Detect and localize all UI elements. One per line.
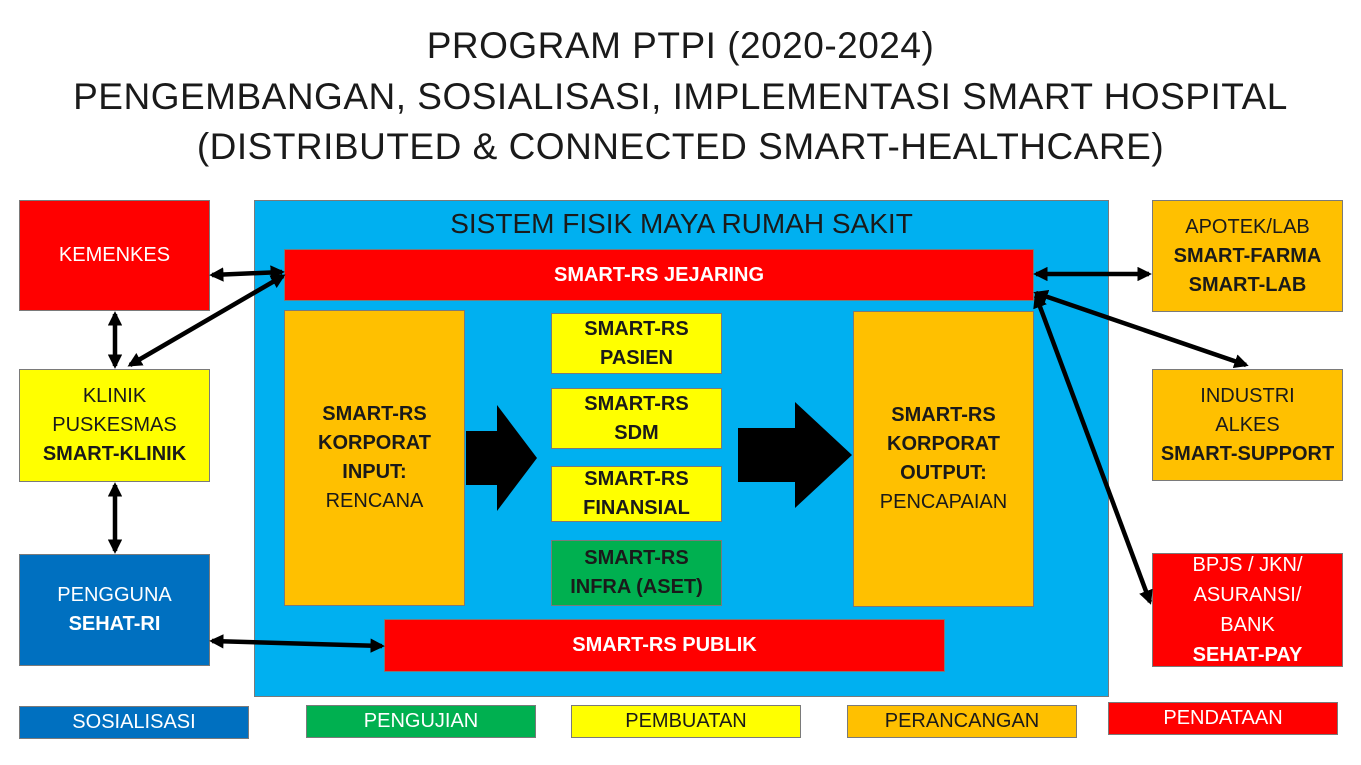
korporat-output-l1: SMART-RS xyxy=(891,404,996,426)
title-line-3: (DISTRIBUTED & CONNECTED SMART-HEALTHCAR… xyxy=(196,126,1165,167)
module-infra: SMART-RS INFRA (ASET) xyxy=(551,540,722,606)
korporat-output-l2: KORPORAT xyxy=(887,433,1000,455)
legend-pengujian: PENGUJIAN xyxy=(306,705,536,738)
klinik-l3: SMART-KLINIK xyxy=(42,443,187,465)
module-sdm-l1: SMART-RS xyxy=(584,392,689,415)
module-pasien: SMART-RS PASIEN xyxy=(551,313,722,374)
korporat-output-l4: PENCAPAIAN xyxy=(879,491,1008,513)
smart-rs-publik-label: SMART-RS PUBLIK xyxy=(572,634,757,656)
korporat-input-l1: SMART-RS xyxy=(322,403,427,425)
title-line-2: PENGEMBANGAN, SOSIALISASI, IMPLEMENTASI … xyxy=(73,76,1288,117)
klinik-l2: PUSKESMAS xyxy=(52,414,177,436)
arrow-jejaring-bpjs xyxy=(1033,293,1153,605)
pengguna-box: PENGGUNA SEHAT-RI xyxy=(19,554,210,666)
korporat-input-l2: KORPORAT xyxy=(318,432,431,454)
module-infra-l2: INFRA (ASET) xyxy=(570,576,703,598)
smart-rs-jejaring-label: SMART-RS JEJARING xyxy=(553,263,765,286)
industri-l1: INDUSTRI xyxy=(1200,384,1295,407)
legend-sosialisasi: SOSIALISASI xyxy=(19,706,249,739)
klinik-box: KLINIK PUSKESMAS SMART-KLINIK xyxy=(19,369,210,482)
legend-perancangan: PERANCANGAN xyxy=(847,705,1077,738)
arrow-jejaring-klinik xyxy=(127,274,286,367)
apotek-l1: APOTEK/LAB xyxy=(1185,215,1310,238)
apotek-l2: SMART-FARMA xyxy=(1173,244,1322,267)
arrow-pengguna-publik xyxy=(209,634,385,653)
module-finansial: SMART-RS FINANSIAL xyxy=(551,466,722,522)
bpjs-l2: ASURANSI/ xyxy=(1193,584,1302,606)
arrow-kemenkes-jejaring xyxy=(209,265,285,282)
arrow-input-to-modules xyxy=(466,405,537,511)
legend-pembuatan: PEMBUATAN xyxy=(571,705,801,738)
korporat-input-l3: INPUT: xyxy=(342,461,407,483)
arrow-jejaring-industri xyxy=(1033,289,1249,369)
module-pasien-l2: PASIEN xyxy=(600,346,673,369)
pengguna-l1: PENGGUNA xyxy=(57,584,172,606)
industri-box: INDUSTRI ALKES SMART-SUPPORT xyxy=(1152,369,1343,481)
module-finansial-l2: FINANSIAL xyxy=(583,497,690,519)
title-line-1: PROGRAM PTPI (2020-2024) xyxy=(426,25,935,66)
korporat-input-box: SMART-RS KORPORAT INPUT: RENCANA xyxy=(284,310,465,606)
korporat-input-l4: RENCANA xyxy=(325,490,424,512)
bpjs-l1: BPJS / JKN/ xyxy=(1192,554,1303,576)
industri-l2: ALKES xyxy=(1215,413,1280,436)
bpjs-l4: SEHAT-PAY xyxy=(1192,644,1303,666)
industri-l3: SMART-SUPPORT xyxy=(1160,442,1335,465)
arrow-modules-to-output xyxy=(738,402,852,508)
module-sdm-l2: SDM xyxy=(614,421,659,444)
bpjs-box: BPJS / JKN/ ASURANSI/ BANK SEHAT-PAY xyxy=(1152,553,1343,667)
pengguna-l2: SEHAT-RI xyxy=(68,613,161,635)
smart-rs-publik: SMART-RS PUBLIK xyxy=(384,619,945,672)
smart-rs-jejaring: SMART-RS JEJARING xyxy=(284,249,1034,301)
system-title: SISTEM FISIK MAYA RUMAH SAKIT xyxy=(450,208,913,239)
bpjs-l3: BANK xyxy=(1220,614,1275,636)
kemenkes-label: KEMENKES xyxy=(58,244,171,266)
module-infra-l1: SMART-RS xyxy=(584,547,689,569)
module-pasien-l1: SMART-RS xyxy=(584,317,689,340)
module-sdm: SMART-RS SDM xyxy=(551,388,722,449)
korporat-output-box: SMART-RS KORPORAT OUTPUT: PENCAPAIAN xyxy=(853,311,1034,607)
korporat-output-l3: OUTPUT: xyxy=(900,462,987,484)
module-finansial-l1: SMART-RS xyxy=(584,468,689,490)
klinik-l1: KLINIK xyxy=(82,385,147,407)
legend-pendataan: PENDATAAN xyxy=(1108,702,1338,735)
